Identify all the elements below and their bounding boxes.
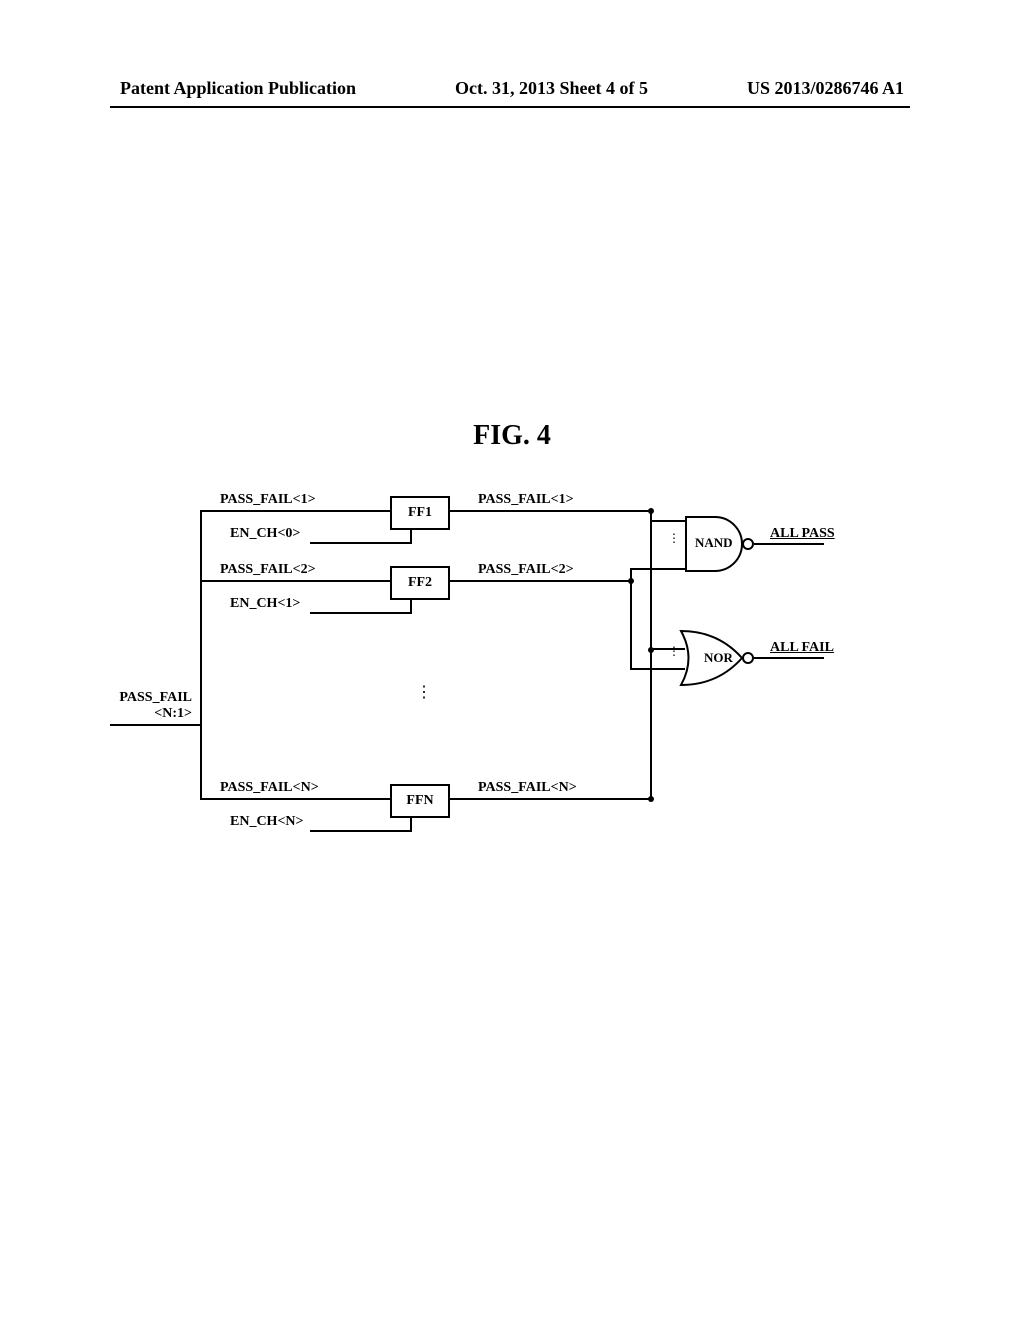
nand-input-dots: ⋮: [668, 535, 680, 541]
header-left: Patent Application Publication: [120, 78, 356, 99]
ffn-clk-wire: [310, 830, 410, 832]
nand-in1: [650, 520, 685, 522]
ff1-name: FF1: [408, 505, 432, 521]
all-fail-label: ALL FAIL: [770, 640, 834, 656]
nor-label: NOR: [704, 650, 733, 666]
circuit-diagram: PASS_FAIL <N:1> PASS_FAIL<1> EN_CH<0> FF…: [130, 490, 910, 870]
ffn-clk-label: EN_CH<N>: [230, 814, 304, 830]
ff2-clk-label: EN_CH<1>: [230, 596, 300, 612]
ff1-box: FF1: [390, 496, 450, 530]
ffn-name: FFN: [406, 793, 433, 809]
nor-in2: [630, 668, 685, 670]
ff1-d-wire: [200, 510, 390, 512]
ffn-q-wire: [450, 798, 650, 800]
ff2-name: FF2: [408, 575, 432, 591]
header-rule: [110, 106, 910, 108]
header-right: US 2013/0286746 A1: [747, 78, 904, 99]
page-header: Patent Application Publication Oct. 31, …: [0, 78, 1024, 99]
bus-label-top: PASS_FAIL: [112, 690, 192, 706]
ff1-clk-v: [410, 530, 412, 544]
ff2-d-label: PASS_FAIL<2>: [220, 562, 316, 578]
nor-out-wire: [754, 657, 824, 659]
nand-in2: [630, 568, 685, 570]
ffn-q-label: PASS_FAIL<N>: [478, 780, 577, 796]
bus-underline: [110, 724, 200, 726]
ffn-clk-v: [410, 818, 412, 832]
ff2-q-label: PASS_FAIL<2>: [478, 562, 574, 578]
node-1-top: [648, 508, 654, 514]
ff1-q-wire: [450, 510, 650, 512]
ff-ellipsis: ⋮: [416, 690, 432, 696]
ff1-d-label: PASS_FAIL<1>: [220, 492, 316, 508]
ffn-d-wire: [200, 798, 390, 800]
header-center: Oct. 31, 2013 Sheet 4 of 5: [455, 78, 648, 99]
ff2-d-wire: [200, 580, 390, 582]
ff2-box: FF2: [390, 566, 450, 600]
bus-out-1: [650, 510, 652, 800]
figure-title: FIG. 4: [0, 420, 1024, 452]
ff1-q-label: PASS_FAIL<1>: [478, 492, 574, 508]
ff1-clk-wire: [310, 542, 410, 544]
node-n: [648, 796, 654, 802]
bus-vertical: [200, 510, 202, 798]
node-2-top: [628, 578, 634, 584]
ff2-clk-v: [410, 600, 412, 614]
nand-label: NAND: [695, 535, 733, 551]
ffn-box: FFN: [390, 784, 450, 818]
ff2-q-wire: [450, 580, 630, 582]
nand-out-wire: [754, 543, 824, 545]
ffn-d-label: PASS_FAIL<N>: [220, 780, 319, 796]
ff2-clk-wire: [310, 612, 410, 614]
all-pass-label: ALL PASS: [770, 526, 835, 542]
bus-label-bot: <N:1>: [112, 706, 192, 722]
ff1-clk-label: EN_CH<0>: [230, 526, 300, 542]
